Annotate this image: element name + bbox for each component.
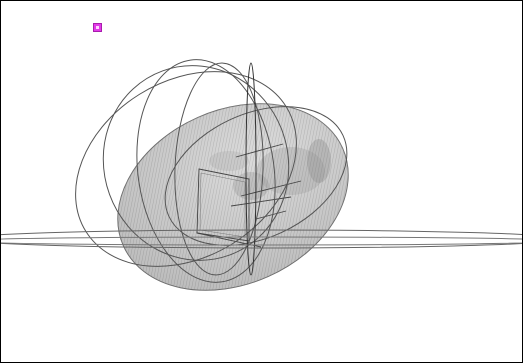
wireframe-rings: [1, 59, 522, 283]
marker-icon[interactable]: [93, 23, 102, 32]
inner-structure: [196, 143, 302, 248]
model-body-shading: [117, 103, 349, 291]
surface-detail: [209, 139, 331, 200]
